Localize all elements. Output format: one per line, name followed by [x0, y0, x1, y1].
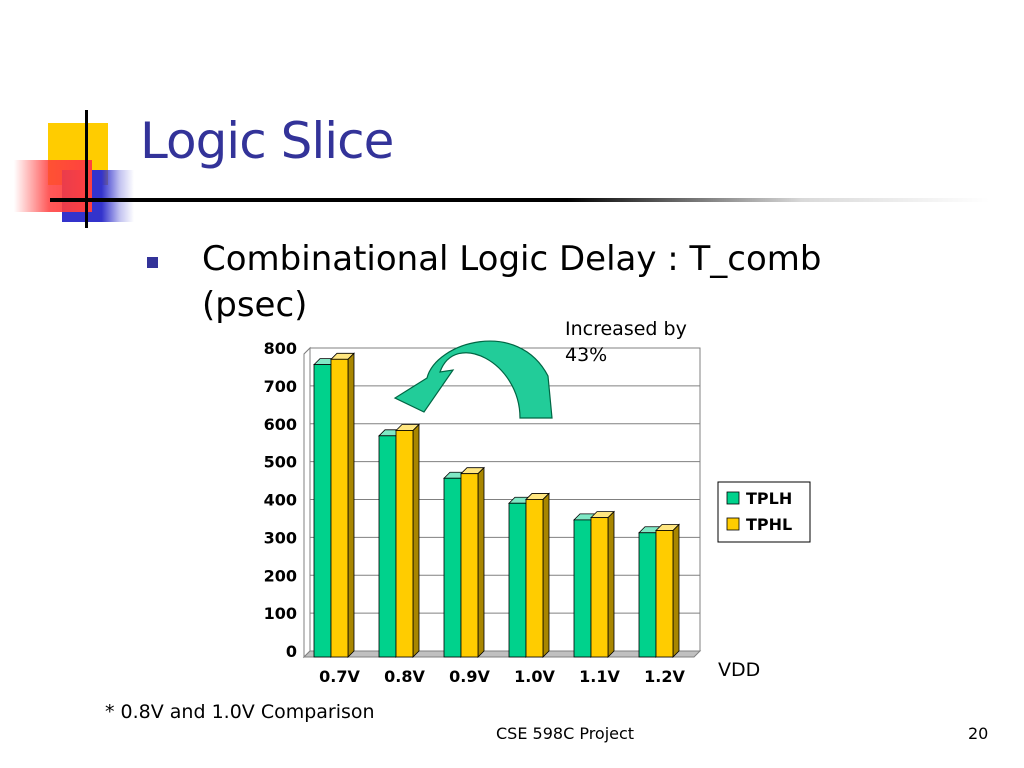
x-tick-label: 1.2V [644, 667, 685, 686]
bar-side-tphl [672, 523, 680, 658]
bar-tplh [508, 502, 527, 658]
bar-tphl [395, 430, 414, 658]
bar-tphl [525, 499, 544, 658]
page-number: 20 [968, 724, 989, 743]
legend-label: TPHL [746, 515, 792, 534]
y-tick-label: 0 [286, 642, 297, 661]
bar-tplh [638, 532, 657, 658]
bar-side-tphl [607, 510, 615, 658]
y-tick-label: 300 [264, 528, 297, 547]
y-tick-label: 100 [264, 604, 297, 623]
bar-side-tphl [477, 466, 485, 658]
bar-side-tphl [412, 423, 420, 658]
bar-tplh [443, 477, 462, 658]
bullet-square-icon [147, 257, 158, 268]
x-tick-label: 1.1V [579, 667, 620, 686]
bar-tphl [655, 530, 674, 658]
title-underline [50, 198, 990, 202]
y-tick-label: 500 [264, 453, 297, 472]
x-tick-label: 1.0V [514, 667, 555, 686]
legend-swatch [726, 491, 740, 505]
decor-red-square [14, 160, 92, 212]
footer-title: CSE 598C Project [496, 724, 635, 743]
y-tick-label: 400 [264, 491, 297, 510]
bar-tplh [313, 364, 332, 658]
bar-tphl [460, 473, 479, 658]
decor-vertical-line [85, 110, 88, 228]
bar-tplh [573, 519, 592, 658]
left-wall [303, 346, 311, 659]
curved-arrow-icon [393, 340, 553, 419]
y-tick-label: 600 [264, 415, 297, 434]
comparison-note: * 0.8V and 1.0V Comparison [105, 701, 375, 723]
legend-swatch [726, 517, 740, 531]
y-tick-label: 200 [264, 566, 297, 585]
x-axis-title: VDD [718, 659, 761, 681]
bar-tphl [590, 517, 609, 658]
bullet-text: Combinational Logic Delay : T_comb (psec… [202, 239, 822, 325]
x-tick-label: 0.9V [449, 667, 490, 686]
x-tick-label: 0.7V [319, 667, 360, 686]
bar-tphl [330, 358, 349, 658]
bar-tplh [378, 435, 397, 658]
chart-annotation: Increased by 43% [565, 318, 687, 366]
legend-label: TPLH [746, 489, 792, 508]
x-tick-label: 0.8V [384, 667, 425, 686]
slide-title: Logic Slice [140, 112, 394, 170]
bar-side-tphl [542, 492, 550, 658]
bar-side-tphl [347, 352, 355, 658]
y-tick-label: 800 [264, 339, 297, 358]
y-tick-label: 700 [264, 377, 297, 396]
